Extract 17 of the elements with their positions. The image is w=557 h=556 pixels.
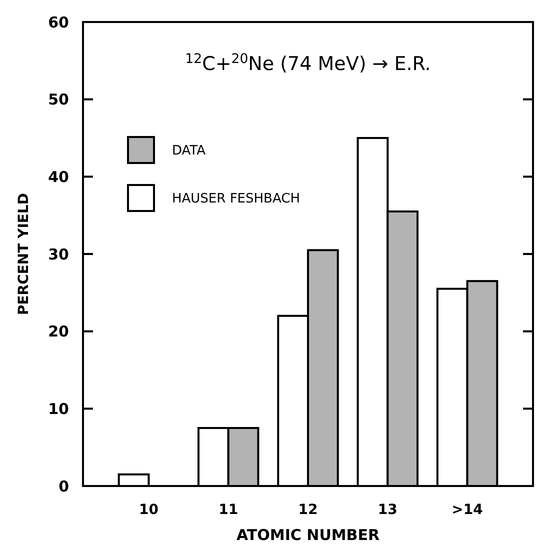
- y-tick-label: 60: [48, 13, 69, 32]
- x-tick-label: 12: [298, 502, 318, 518]
- x-axis-title: ATOMIC NUMBER: [236, 526, 380, 544]
- x-tick-label: 11: [218, 502, 238, 518]
- x-tick-label: >14: [452, 502, 484, 518]
- legend-label: DATA: [172, 144, 206, 159]
- y-tick-label: 50: [48, 90, 69, 109]
- y-tick-label: 0: [58, 477, 69, 496]
- y-tick-label: 20: [48, 322, 69, 341]
- y-tick-label: 40: [48, 168, 69, 186]
- legend-label: HAUSER FESHBACH: [172, 192, 300, 207]
- y-axis-title: PERCENT YIELD: [16, 192, 32, 316]
- x-tick-label: 10: [138, 502, 159, 518]
- y-tick-label: 10: [48, 400, 69, 418]
- y-tick-label: 30: [48, 245, 69, 264]
- text: $^{12}$C+$^{20}$Ne (74 MeV) → E.R.: [185, 52, 431, 75]
- x-tick-label: 13: [378, 502, 398, 518]
